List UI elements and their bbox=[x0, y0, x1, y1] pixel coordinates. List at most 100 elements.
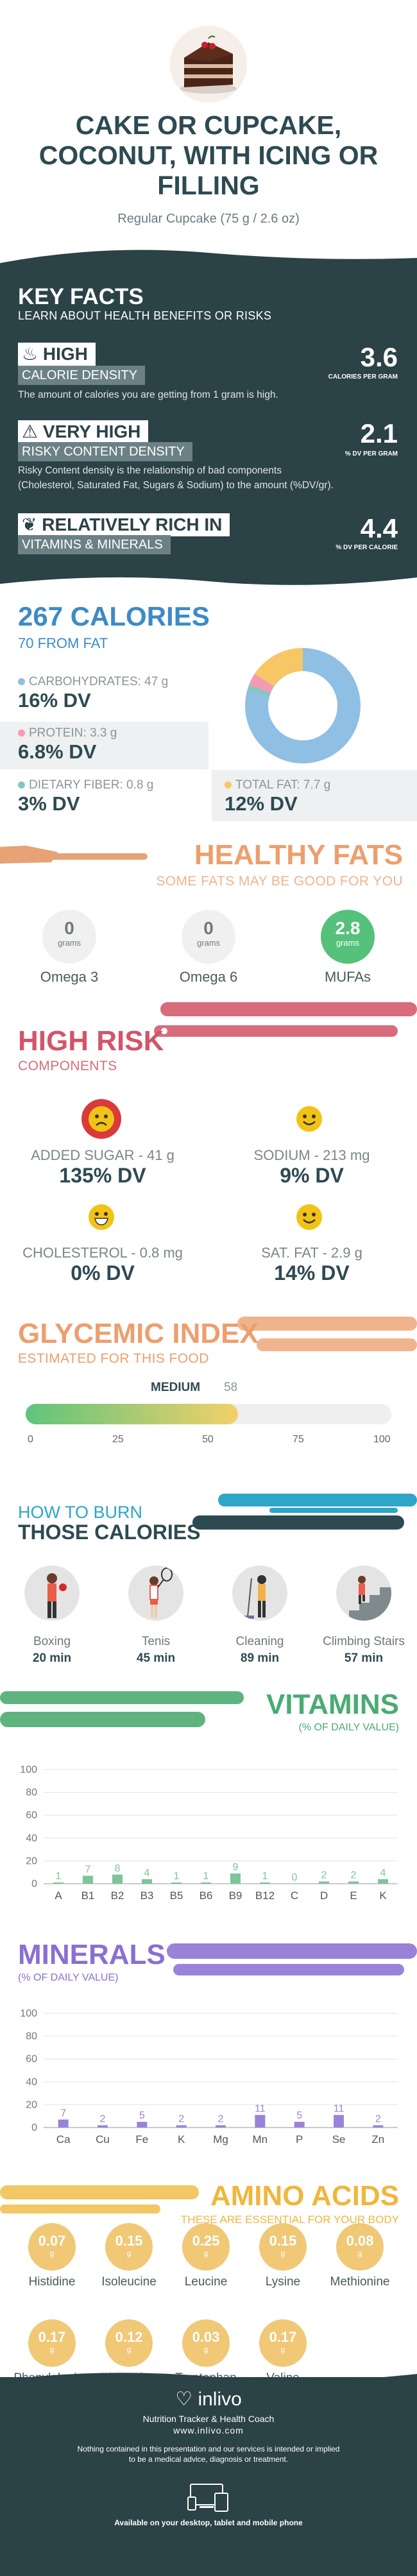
mineral-ytick: 100 bbox=[20, 2008, 37, 2019]
leucine-circle: 0.25 g bbox=[182, 2223, 230, 2271]
vitamin-ytick: 20 bbox=[26, 1855, 37, 1866]
vitamin-label-b2: B2 bbox=[111, 1889, 124, 1902]
footer-disclaimer-2: to be a medical advice, diagnosis or tre… bbox=[128, 2455, 289, 2464]
fats-title: HEALTHY FATS bbox=[194, 839, 403, 871]
vitamin-value-b3: 4 bbox=[144, 1868, 150, 1879]
omega6-name: Omega 6 bbox=[179, 969, 238, 985]
mineral-bar-cu bbox=[98, 2125, 108, 2128]
carbs-label: CARBOHYDRATES: 47 g bbox=[29, 675, 169, 688]
mineral-label-se: Se bbox=[332, 2133, 346, 2145]
footer-url[interactable]: www.inlivo.com bbox=[173, 2425, 244, 2435]
cleaning-time: 89 min bbox=[240, 1651, 280, 1665]
valine-unit: g bbox=[280, 2345, 285, 2354]
isoleucine-name: Isoleucine bbox=[101, 2275, 157, 2289]
mineral-ytick: 40 bbox=[26, 2077, 37, 2088]
serving-size: Regular Cupcake (75 g / 2.6 oz) bbox=[117, 212, 300, 226]
footer-tagline: Nutrition Tracker & Health Coach bbox=[142, 2414, 275, 2424]
isoleucine-unit: g bbox=[126, 2249, 132, 2258]
threonine-value: 0.12 bbox=[115, 2329, 143, 2345]
vitamin-label-b12: B12 bbox=[255, 1889, 275, 1902]
isoleucine-circle: 0.15 g bbox=[105, 2223, 153, 2271]
vitamin-label-b9: B9 bbox=[229, 1889, 243, 1902]
fat-dot bbox=[225, 781, 232, 789]
mineral-value-se: 11 bbox=[334, 2103, 345, 2114]
histidine-unit: g bbox=[49, 2249, 55, 2258]
tennis-name: Tenis bbox=[141, 1635, 171, 1648]
glycemic-track bbox=[26, 1404, 391, 1424]
minerals-ribbon bbox=[167, 1943, 417, 1975]
vitamin-bar-b5 bbox=[171, 1882, 182, 1884]
vitamin-value-b5: 1 bbox=[174, 1871, 180, 1882]
burn-title-2: THOSE CALORIES bbox=[18, 1521, 201, 1544]
methionine-unit: g bbox=[357, 2249, 362, 2258]
omega6-unit: grams bbox=[196, 938, 221, 948]
glycemic-subtitle: ESTIMATED FOR THIS FOOD bbox=[18, 1351, 209, 1366]
protein-block: PROTEIN: 3.3 g 6.8% DV bbox=[18, 726, 117, 763]
lysine-circle: 0.15 g bbox=[259, 2223, 307, 2271]
cleaning-name: Cleaning bbox=[235, 1635, 284, 1648]
fats-subtitle: SOME FATS MAY BE GOOD FOR YOU bbox=[156, 874, 403, 889]
histidine-name: Histidine bbox=[28, 2275, 76, 2289]
carbs-dot bbox=[18, 678, 25, 685]
boxing-time: 20 min bbox=[32, 1651, 72, 1665]
vitamin-label-c: C bbox=[291, 1889, 298, 1902]
tennis-icon bbox=[128, 1565, 183, 1621]
fat-band bbox=[212, 770, 417, 821]
vitamin-bar-b12 bbox=[260, 1882, 270, 1884]
risky-content-desc-1: Risky Content density is the relationshi… bbox=[18, 465, 282, 476]
vitamin-bar-k bbox=[378, 1879, 388, 1884]
minerals-title: MINERALS bbox=[18, 1939, 166, 1970]
minerals-bar-chart: 0 20 40 60 80 100 7 Ca 2 Cu 5 Fe 2 K 2 Mg 11 Mn 5 P 11 Se 2 Zn bbox=[20, 2008, 398, 2145]
amino-ribbon bbox=[0, 2185, 199, 2213]
grin-face-icon bbox=[81, 1197, 122, 1241]
vitamin-label-e: E bbox=[350, 1889, 357, 1902]
sodium-dv: 9% DV bbox=[280, 1164, 344, 1187]
mineral-value-mg: 2 bbox=[218, 2113, 224, 2124]
footer-devices: Available on your desktop, tablet and mo… bbox=[114, 2518, 303, 2527]
protein-label: PROTEIN: 3.3 g bbox=[29, 726, 117, 740]
fiber-label: DIETARY FIBER: 0.8 g bbox=[29, 778, 154, 792]
vitamin-label-b5: B5 bbox=[170, 1889, 183, 1902]
footer-brand-name: inlivo bbox=[198, 2389, 242, 2410]
mineral-ytick: 20 bbox=[26, 2099, 37, 2110]
footer bbox=[0, 2377, 417, 2576]
happy-face-icon bbox=[289, 1098, 330, 1143]
vitamin-bar-d bbox=[319, 1881, 329, 1884]
vitamins-subtitle: (% OF DAILY VALUE) bbox=[298, 1722, 399, 1733]
vitamin-ytick: 80 bbox=[26, 1787, 37, 1798]
vitamin-ytick: 0 bbox=[31, 1879, 37, 1889]
mineral-bar-ca bbox=[58, 2119, 69, 2128]
warning-icon: ⚠ bbox=[22, 422, 38, 441]
glycemic-tick-100: 100 bbox=[373, 1434, 391, 1445]
phenylalanine-value: 0.17 bbox=[38, 2329, 66, 2345]
omega3-name: Omega 3 bbox=[40, 969, 99, 985]
vitamins-title: VITAMINS bbox=[266, 1689, 399, 1720]
fat-dv: 12% DV bbox=[225, 792, 298, 815]
mineral-value-k: 2 bbox=[178, 2113, 184, 2124]
valine-value: 0.17 bbox=[269, 2329, 297, 2345]
vitamins-value: 4.4 bbox=[360, 513, 398, 543]
mineral-label-p: P bbox=[296, 2133, 303, 2145]
vitamin-value-b12: 1 bbox=[262, 1871, 268, 1882]
donut-fat bbox=[255, 647, 303, 687]
vitamins-unit: % DV PER CALORIE bbox=[336, 544, 398, 551]
mufas-name: MUFAs bbox=[324, 969, 371, 985]
vitamin-value-c: 0 bbox=[292, 1872, 298, 1883]
glycemic-tick-0: 0 bbox=[28, 1434, 33, 1445]
calorie-density-label: CALORIE DENSITY bbox=[18, 366, 146, 385]
leucine-unit: g bbox=[203, 2249, 208, 2258]
risk-title: HIGH RISK bbox=[18, 1025, 164, 1057]
footer-brand[interactable]: ♡ inlivo bbox=[0, 2388, 417, 2410]
footer-disclaimer-1: Nothing contained in this presentation a… bbox=[77, 2444, 340, 2453]
vitamins-tag: ❦ RELATIVELY RICH IN bbox=[18, 513, 230, 536]
boxing-name: Boxing bbox=[33, 1635, 71, 1648]
vitamin-label-b3: B3 bbox=[140, 1889, 154, 1902]
key-facts-subtitle: LEARN ABOUT HEALTH BENEFITS OR RISKS bbox=[18, 309, 272, 322]
key-facts-title: KEY FACTS bbox=[18, 284, 144, 309]
glycemic-fill bbox=[26, 1404, 238, 1424]
mineral-bar-p bbox=[294, 2122, 305, 2128]
vitamin-ytick: 40 bbox=[26, 1833, 37, 1844]
burn-title-1: HOW TO BURN bbox=[18, 1503, 143, 1522]
methionine-value: 0.08 bbox=[346, 2233, 374, 2249]
mineral-label-fe: Fe bbox=[135, 2133, 148, 2145]
